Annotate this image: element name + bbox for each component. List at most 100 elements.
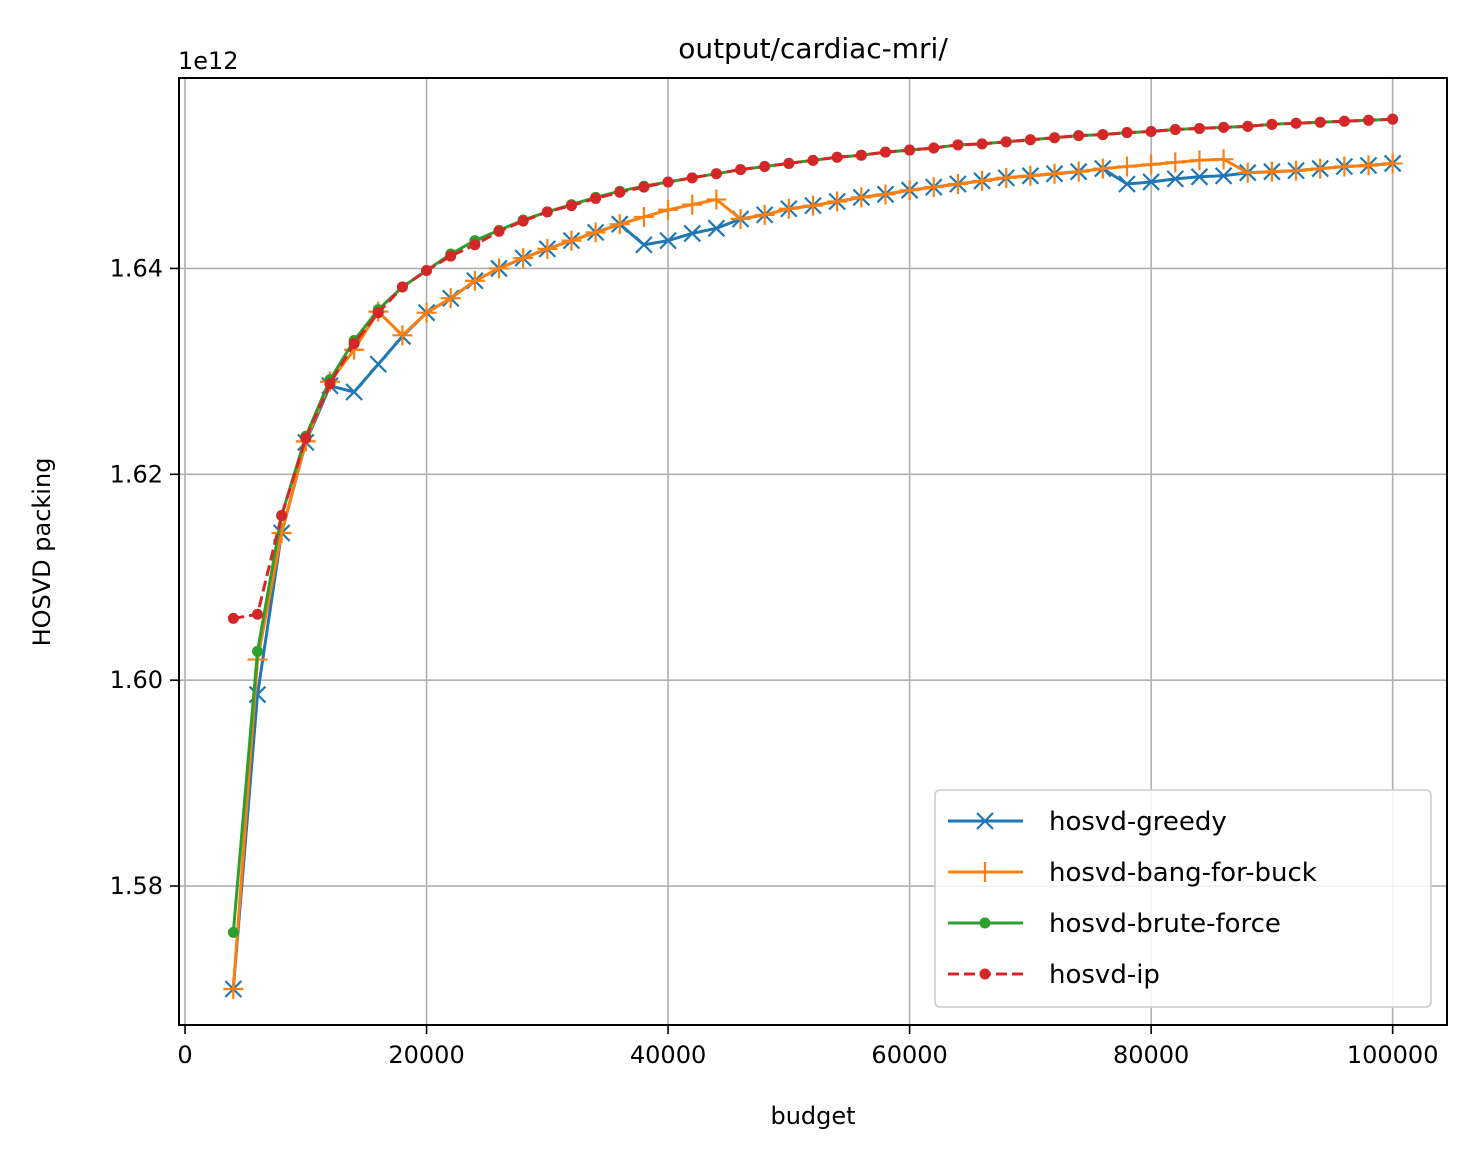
data-point-hosvd-ip — [1266, 118, 1278, 130]
data-point-hosvd-bang-for-buck — [1334, 156, 1355, 177]
chart-title: output/cardiac-mri/ — [678, 32, 948, 65]
axis-ticks: 0 20000 40000 60000 80000 100000 1.58 1.60 1.62 1… — [110, 254, 1439, 1069]
data-point-hosvd-ip — [686, 172, 698, 184]
data-point-hosvd-greedy — [1142, 173, 1160, 191]
data-point-hosvd-bang-for-buck — [778, 198, 799, 219]
data-point-hosvd-bang-for-buck — [537, 238, 558, 259]
y-tick-label: 1.58 — [110, 872, 163, 900]
data-point-hosvd-ip — [324, 378, 336, 390]
data-point-hosvd-brute-force — [227, 926, 239, 938]
data-point-hosvd-bang-for-buck — [1116, 156, 1137, 177]
data-point-hosvd-ip — [1218, 121, 1230, 133]
data-point-hosvd-bang-for-buck — [1092, 158, 1113, 179]
x-tick-label: 20000 — [388, 1041, 464, 1069]
data-point-hosvd-bang-for-buck — [1382, 153, 1403, 174]
data-point-hosvd-ip — [396, 281, 408, 293]
data-point-hosvd-ip — [421, 264, 433, 276]
y-axis-label: HOSVD packing — [28, 458, 56, 647]
data-point-hosvd-bang-for-buck — [996, 167, 1017, 188]
data-point-hosvd-greedy — [635, 235, 653, 254]
legend: hosvd-greedy hosvd-bang-for-buck hosvd-bru… — [934, 789, 1432, 1008]
data-point-hosvd-bang-for-buck — [972, 170, 993, 191]
data-point-hosvd-ip — [493, 225, 505, 237]
data-point-hosvd-ip — [276, 509, 288, 521]
legend-marker-hosvd-greedy — [976, 812, 994, 830]
data-point-hosvd-greedy — [659, 231, 677, 250]
data-point-hosvd-greedy — [1166, 170, 1185, 188]
data-point-hosvd-bang-for-buck — [271, 522, 292, 543]
data-point-hosvd-ip — [1097, 129, 1109, 141]
data-point-hosvd-bang-for-buck — [1358, 155, 1379, 176]
data-point-hosvd-greedy — [1118, 175, 1136, 193]
data-point-hosvd-bang-for-buck — [223, 978, 244, 999]
data-point-hosvd-ip — [710, 168, 722, 180]
data-point-hosvd-ip — [372, 307, 384, 319]
x-tick-label: 0 — [177, 1041, 192, 1069]
data-point-hosvd-bang-for-buck — [658, 199, 679, 220]
data-point-hosvd-bang-for-buck — [923, 177, 944, 198]
data-point-hosvd-ip — [1000, 136, 1012, 148]
data-point-hosvd-ip — [1024, 134, 1036, 146]
y-tick-label: 1.60 — [110, 666, 163, 694]
data-point-hosvd-bang-for-buck — [1068, 161, 1089, 182]
data-point-hosvd-ip — [1169, 123, 1181, 135]
legend-marker-hosvd-brute-force — [979, 917, 991, 929]
data-point-hosvd-bang-for-buck — [1310, 158, 1331, 179]
x-tick-label: 100000 — [1347, 1041, 1439, 1069]
data-point-hosvd-greedy — [707, 219, 726, 238]
x-tick-label: 40000 — [630, 1041, 706, 1069]
data-point-hosvd-bang-for-buck — [633, 206, 654, 227]
data-point-hosvd-brute-force — [251, 645, 263, 657]
data-point-hosvd-ip — [565, 200, 577, 212]
data-point-hosvd-greedy — [683, 224, 702, 243]
data-point-hosvd-greedy — [345, 383, 363, 401]
plot-frame — [178, 77, 1448, 1026]
data-point-hosvd-bang-for-buck — [947, 174, 968, 195]
data-point-hosvd-ip — [1073, 130, 1085, 142]
data-point-hosvd-ip — [1314, 116, 1326, 128]
data-point-hosvd-ip — [759, 161, 771, 173]
data-point-hosvd-bang-for-buck — [1020, 165, 1041, 186]
data-point-hosvd-greedy — [1214, 167, 1233, 185]
legend-marker-hosvd-bang-for-buck — [975, 862, 995, 882]
legend-label-hosvd-ip: hosvd-ip — [1049, 960, 1160, 990]
data-point-hosvd-ip — [517, 215, 529, 227]
data-point-hosvd-bang-for-buck — [1213, 149, 1234, 170]
y-tick-label: 1.62 — [110, 460, 163, 488]
data-point-hosvd-ip — [1193, 122, 1205, 134]
data-point-hosvd-ip — [1363, 114, 1375, 126]
data-point-hosvd-ip — [952, 139, 964, 151]
data-point-hosvd-ip — [1242, 120, 1254, 132]
data-point-hosvd-ip — [469, 239, 481, 251]
data-point-hosvd-bang-for-buck — [730, 209, 751, 230]
plot-series — [223, 113, 1403, 999]
data-point-hosvd-bang-for-buck — [1165, 152, 1186, 173]
data-point-hosvd-bang-for-buck — [1261, 161, 1282, 182]
data-point-hosvd-bang-for-buck — [489, 258, 510, 279]
data-point-hosvd-greedy — [1190, 168, 1209, 186]
data-point-hosvd-bang-for-buck — [392, 325, 413, 346]
data-point-hosvd-ip — [783, 157, 795, 169]
series-hosvd-ip — [227, 113, 1399, 624]
legend-label-hosvd-greedy: hosvd-greedy — [1049, 807, 1227, 837]
data-point-hosvd-bang-for-buck — [464, 270, 485, 291]
x-tick-label: 80000 — [1113, 1041, 1189, 1069]
data-point-hosvd-ip — [590, 192, 602, 204]
data-point-hosvd-ip — [227, 612, 239, 624]
data-point-hosvd-ip — [1387, 113, 1399, 125]
data-point-hosvd-bang-for-buck — [851, 187, 872, 208]
y-tick-label: 1.64 — [110, 254, 163, 282]
data-point-hosvd-bang-for-buck — [682, 194, 703, 215]
data-point-hosvd-ip — [445, 250, 457, 262]
data-point-hosvd-ip — [1121, 127, 1133, 139]
data-point-hosvd-ip — [831, 151, 843, 163]
data-point-hosvd-ip — [348, 338, 360, 350]
data-point-hosvd-bang-for-buck — [416, 302, 437, 323]
y-offset-label: 1e12 — [178, 47, 239, 75]
data-point-hosvd-greedy — [369, 355, 388, 373]
data-point-hosvd-bang-for-buck — [440, 288, 461, 309]
data-point-hosvd-ip — [1145, 126, 1157, 138]
data-point-hosvd-bang-for-buck — [1237, 162, 1258, 183]
